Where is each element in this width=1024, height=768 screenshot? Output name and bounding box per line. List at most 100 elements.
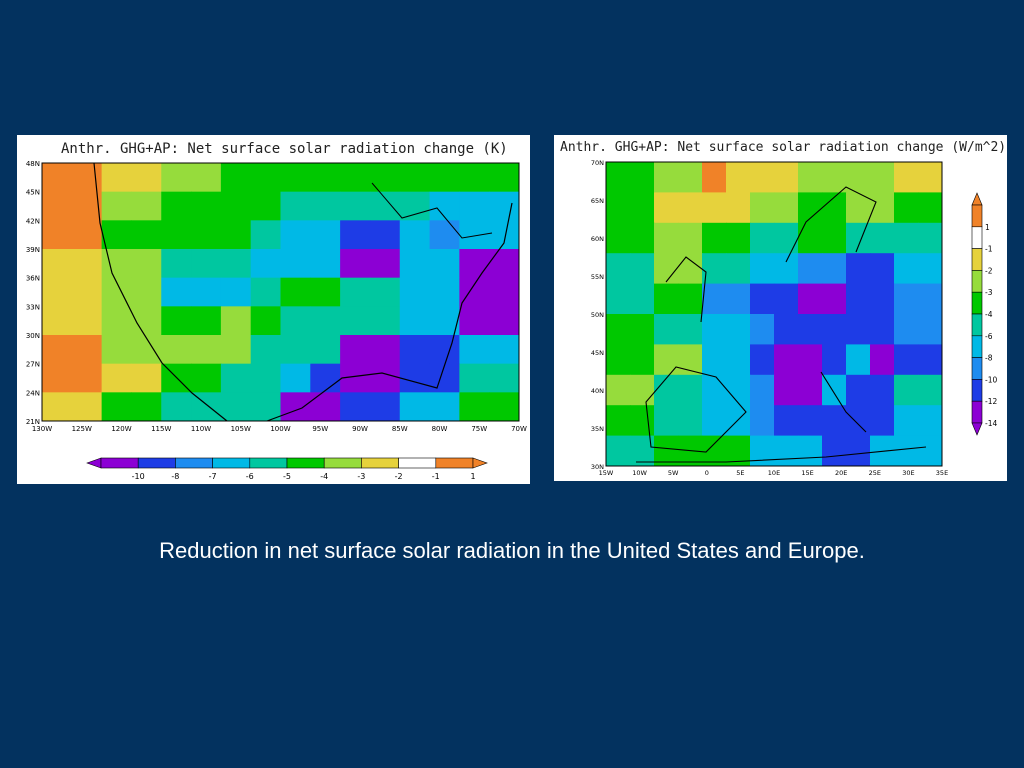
slide-caption: Reduction in net surface solar radiation…: [159, 538, 865, 563]
us-grid-cell: [131, 277, 162, 307]
us-grid-cell: [489, 335, 520, 365]
us-grid-cell: [489, 277, 520, 307]
europe-grid-cell: [894, 222, 919, 254]
europe-grid-cell: [606, 405, 631, 437]
europe-grid-cell: [846, 374, 871, 406]
us-grid-cell: [250, 191, 281, 221]
europe-grid-cell: [702, 162, 727, 193]
europe-colorbar-max-arrow: [971, 192, 983, 206]
europe-grid-cell: [678, 253, 703, 285]
us-y-tick-label: 45N: [26, 189, 40, 197]
us-grid-cell: [310, 220, 341, 250]
us-grid-cell: [42, 335, 73, 365]
europe-colorbar-label: -8: [985, 354, 993, 363]
europe-colorbar-segment: [971, 204, 983, 228]
europe-y-tick-label: 30N: [591, 463, 604, 471]
europe-iberia-outline: [645, 366, 747, 453]
europe-grid-cell: [726, 162, 751, 193]
europe-grid-cell: [678, 374, 703, 406]
us-grid-cell: [131, 163, 162, 193]
us-grid-cell: [250, 392, 281, 422]
us-grid-cell: [459, 277, 490, 307]
europe-grid-cell: [918, 435, 943, 467]
europe-colorbar-label: -10: [985, 375, 997, 384]
us-grid-cell: [101, 220, 132, 250]
europe-british-isles-outline: [665, 256, 707, 323]
us-grid-cell: [310, 277, 341, 307]
us-x-tick-label: 80W: [432, 425, 448, 433]
europe-grid-cell: [822, 162, 847, 193]
us-grid-cell: [340, 363, 371, 393]
europe-y-tick-label: 50N: [591, 311, 604, 319]
us-colorbar-label: -3: [357, 472, 365, 481]
europe-grid-cell: [726, 283, 751, 315]
europe-grid-cell: [702, 283, 727, 315]
europe-colorbar-segment: [971, 270, 983, 293]
us-grid-cell: [399, 191, 431, 221]
europe-grid-cell: [654, 222, 679, 254]
europe-grid-cell: [846, 344, 871, 376]
us-colorbar-segment: [435, 457, 474, 469]
europe-grid-cell: [918, 192, 943, 224]
europe-grid-cell: [846, 283, 871, 315]
europe-grid-cell: [606, 374, 631, 406]
us-grid-cell: [340, 392, 371, 422]
europe-grid-cell: [654, 374, 679, 406]
europe-grid-cell: [846, 222, 871, 254]
us-x-tick-label: 120W: [111, 425, 131, 433]
us-colorbar-label: -7: [209, 472, 217, 481]
us-colorbar-label: -10: [132, 472, 145, 481]
us-grid-cell: [42, 220, 73, 250]
europe-grid-cell: [702, 344, 727, 376]
us-grid-cell: [429, 363, 460, 393]
europe-grid-cell: [630, 405, 655, 437]
us-grid-cell: [71, 306, 103, 336]
us-x-tick-label: 100W: [270, 425, 290, 433]
europe-x-tick-label: 0: [705, 469, 709, 477]
europe-italy-outline: [820, 371, 867, 433]
europe-grid-cell: [630, 162, 655, 193]
us-grid-cell: [131, 191, 162, 221]
europe-x-tick-label: 15E: [801, 469, 813, 477]
europe-y-tick-label: 45N: [591, 349, 604, 357]
europe-scandinavia-outline: [785, 186, 877, 263]
europe-y-tick-label: 55N: [591, 273, 604, 281]
us-grid-cell: [489, 249, 520, 279]
us-grid-cell: [310, 363, 341, 393]
us-grid-cell: [131, 220, 162, 250]
us-grid-cell: [340, 277, 371, 307]
us-grid-cell: [489, 220, 520, 250]
europe-grid-cell: [630, 314, 655, 345]
us-grid-cell: [131, 363, 162, 393]
europe-grid-cell: [822, 405, 847, 437]
europe-grid-cell: [870, 162, 895, 193]
us-colorbar-label: -6: [246, 472, 254, 481]
us-grid-cell: [191, 363, 222, 393]
us-x-tick-label: 115W: [151, 425, 171, 433]
europe-colorbar-segment: [971, 248, 983, 271]
europe-grid-cell: [918, 374, 943, 406]
us-grid-cell: [369, 363, 401, 393]
europe-x-tick-label: 5E: [736, 469, 744, 477]
europe-colorbar-segment: [971, 335, 983, 358]
europe-grid-cell: [918, 222, 943, 254]
europe-colorbar-min-arrow: [971, 422, 983, 436]
europe-grid-cell: [654, 253, 679, 285]
us-y-tick-label: 30N: [26, 332, 40, 340]
us-grid-cell: [161, 191, 192, 221]
europe-grid-cell: [822, 253, 847, 285]
europe-y-tick-label: 60N: [591, 235, 604, 243]
us-colorbar-segment: [323, 457, 362, 469]
europe-x-tick-label: 20E: [835, 469, 847, 477]
europe-colorbar-label: -6: [985, 332, 993, 341]
us-grid-cell: [429, 277, 460, 307]
us-grid-cell: [459, 249, 490, 279]
us-grid-cell: [340, 191, 371, 221]
europe-grid-cell: [894, 162, 919, 193]
europe-grid-cell: [822, 435, 847, 467]
europe-x-tick-label: 35E: [936, 469, 948, 477]
europe-grid-cell: [606, 162, 631, 193]
europe-grid-cell: [750, 374, 775, 406]
us-y-tick-label: 39N: [26, 246, 40, 254]
us-grid-cell: [220, 363, 252, 393]
